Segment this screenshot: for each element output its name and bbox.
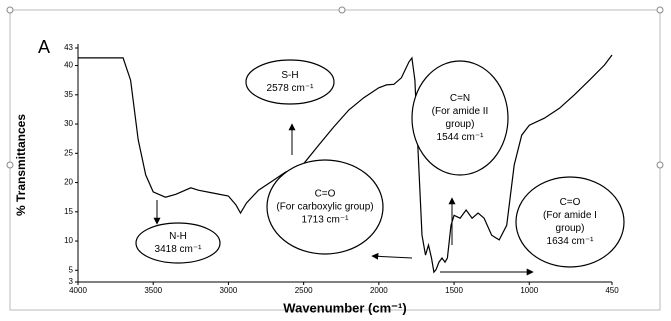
annotation-text: (For amide I [543,210,597,221]
y-axis-label: % Transmittances [14,114,28,216]
x-tick-label: 450 [605,286,619,295]
annotation-text: 1713 cm⁻¹ [302,215,350,226]
x-tick-label: 3500 [144,286,162,295]
y-tick-label: 5 [69,265,74,274]
panel-label: A [38,37,50,57]
annotation-text: 3418 cm⁻¹ [155,244,203,255]
annotation-text: C=O [315,189,336,200]
y-tick-label: 3 [69,277,74,286]
y-tick-label: 25 [64,148,73,157]
x-axis-label: Wavenumber (cm⁻¹) [283,300,406,315]
annotation-text: 2578 cm⁻¹ [267,83,315,94]
x-tick-label: 3000 [220,286,238,295]
x-tick-label: 2000 [370,286,388,295]
annotation-text: group) [556,223,585,234]
frame [9,9,661,311]
y-tick-label: 10 [64,236,73,245]
y-tick-label: 35 [64,90,73,99]
annotation-text: N-H [169,231,187,242]
annotation-text: 1634 cm⁻¹ [547,236,595,247]
annotation-text: (For amide II [432,106,489,117]
annotation-text: 1544 cm⁻¹ [437,132,485,143]
x-tick-label: 4000 [69,286,87,295]
x-tick-label: 1500 [445,286,463,295]
annotation-bubble [245,59,335,105]
annotation-bubble [266,159,384,255]
annotation-bubble [411,60,509,176]
annotation-text: C=O [560,197,581,208]
annotation-text: C=N [450,93,470,104]
annotation-bubble [135,222,221,264]
annotation-bubble [515,176,625,268]
x-tick-label: 1000 [520,286,538,295]
y-tick-label: 20 [64,178,73,187]
annotation-text: (For carboxylic group) [276,202,373,213]
y-tick-label: 15 [64,207,73,216]
annotation-text: S-H [281,70,298,81]
spectrum-line [78,54,613,274]
y-tick-label: 40 [64,61,73,70]
handles [6,6,664,169]
y-tick-label: 43 [64,43,73,52]
annotation-text: group) [446,119,475,130]
annotation-arrow [371,252,413,260]
x-tick-label: 2500 [295,286,313,295]
y-tick-label: 30 [64,119,73,128]
